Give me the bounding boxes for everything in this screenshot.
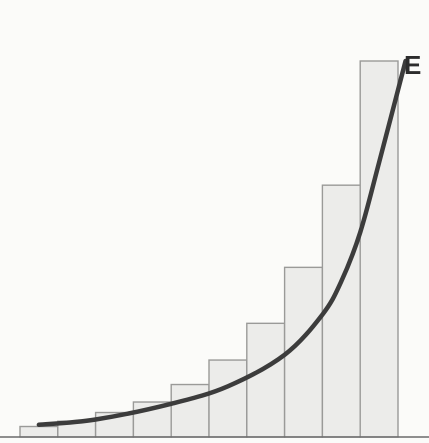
bars-group [19, 60, 399, 438]
bar-5 [170, 383, 210, 438]
curve-label: E [404, 50, 421, 80]
bar-9 [321, 184, 361, 438]
bar-7 [246, 322, 286, 438]
bar-1 [19, 425, 59, 438]
exponential-curve [36, 58, 408, 428]
bar-6 [208, 359, 248, 438]
